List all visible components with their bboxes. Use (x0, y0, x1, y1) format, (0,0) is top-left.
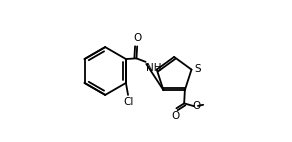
Text: Cl: Cl (124, 97, 134, 107)
Text: O: O (134, 33, 142, 43)
Text: NH: NH (146, 63, 162, 73)
Text: O: O (192, 101, 201, 111)
Text: S: S (194, 64, 201, 74)
Text: O: O (172, 111, 180, 121)
